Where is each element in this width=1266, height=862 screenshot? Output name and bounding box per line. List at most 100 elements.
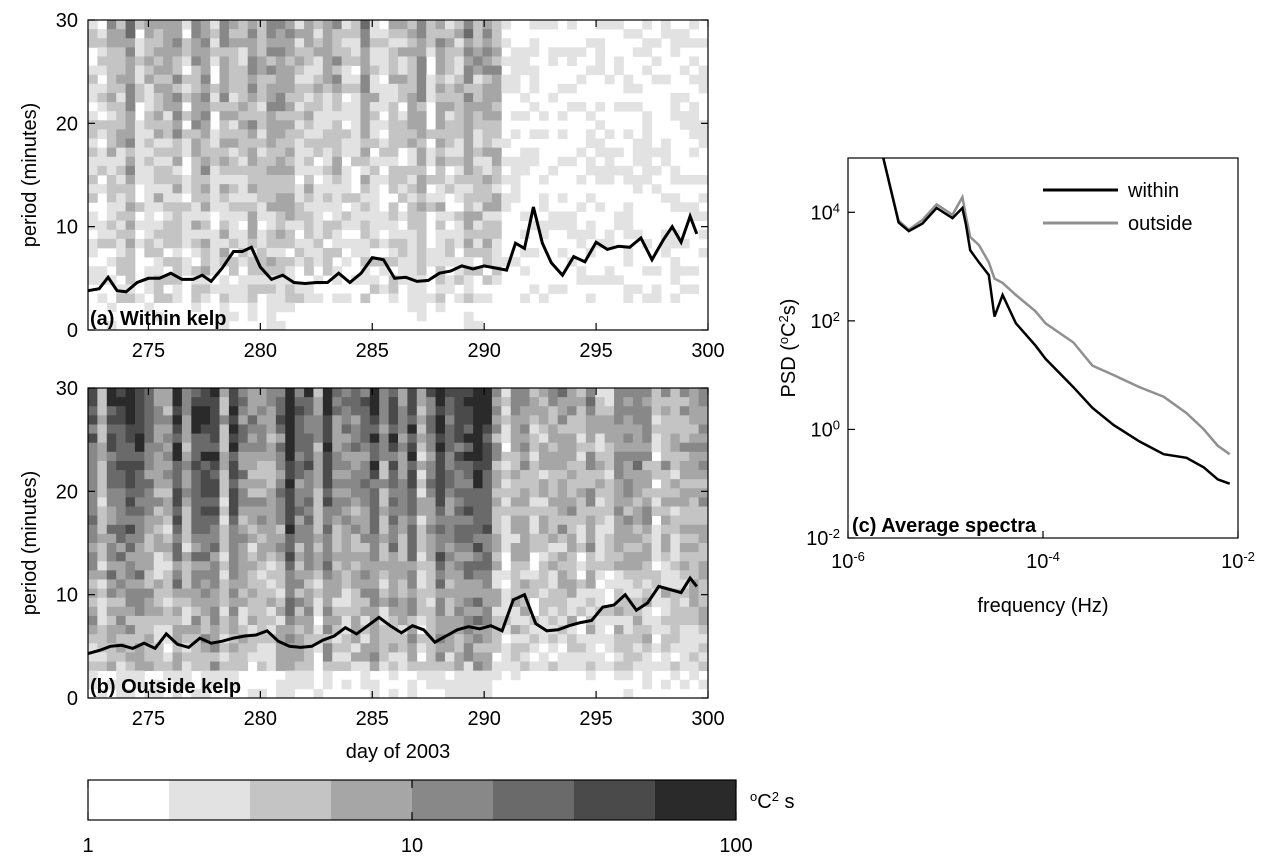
heatmap-cell xyxy=(538,615,549,626)
heatmap-cell xyxy=(134,643,145,653)
heatmap-cell xyxy=(219,397,230,407)
heatmap-cell xyxy=(116,247,126,258)
heatmap-cell xyxy=(285,652,296,662)
x-tick-label: 275 xyxy=(132,708,165,730)
heatmap-cell xyxy=(407,38,418,48)
heatmap-cell xyxy=(332,38,343,48)
heatmap-cell xyxy=(106,388,117,398)
heatmap-cell xyxy=(529,479,540,489)
heatmap-cell xyxy=(491,597,502,608)
heatmap-cell xyxy=(181,56,192,66)
heatmap-cell xyxy=(670,175,681,185)
heatmap-cell xyxy=(482,102,493,112)
heatmap-cell xyxy=(125,165,136,176)
heatmap-cell xyxy=(322,661,333,672)
heatmap-cell xyxy=(426,406,436,416)
heatmap-cell xyxy=(106,543,117,553)
heatmap-cell xyxy=(595,202,606,212)
heatmap-cell xyxy=(238,615,249,626)
heatmap-cell xyxy=(351,74,361,85)
heatmap-cell xyxy=(153,533,164,544)
heatmap-cell xyxy=(341,451,352,462)
heatmap-cell xyxy=(642,552,653,562)
heatmap-cell xyxy=(670,524,681,535)
heatmap-cell xyxy=(275,433,286,444)
heatmap-cell xyxy=(266,38,277,48)
heatmap-cell xyxy=(163,111,173,121)
heatmap-cell xyxy=(632,643,643,653)
heatmap-cell xyxy=(604,615,615,626)
heatmap-cell xyxy=(228,165,239,176)
heatmap-cell xyxy=(632,561,643,571)
heatmap-cell xyxy=(332,202,343,212)
heatmap-cell xyxy=(275,652,286,662)
heatmap-cell xyxy=(144,29,155,39)
heatmap-cell xyxy=(501,497,512,507)
heatmap-cell xyxy=(172,688,183,699)
heatmap-cell xyxy=(191,293,202,304)
heatmap-cell xyxy=(463,165,474,176)
heatmap-cell xyxy=(576,588,587,599)
heatmap-cell xyxy=(407,615,418,626)
heatmap-cell xyxy=(670,533,681,544)
heatmap-cell xyxy=(191,184,202,194)
heatmap-cell xyxy=(538,111,549,121)
heatmap-cell xyxy=(632,625,643,635)
heatmap-cell xyxy=(219,479,230,489)
heatmap-cell xyxy=(247,284,258,294)
heatmap-cell xyxy=(444,211,455,221)
heatmap-cell xyxy=(341,552,352,562)
heatmap-cell xyxy=(595,615,606,626)
heatmap-cell xyxy=(304,211,314,221)
heatmap-cell xyxy=(125,257,136,267)
heatmap-cell xyxy=(134,597,145,608)
heatmap-cell xyxy=(529,497,540,507)
panel-a-label: (a) Within kelp xyxy=(90,308,226,330)
heatmap-cell xyxy=(689,515,699,526)
heatmap-cell xyxy=(304,111,314,121)
heatmap-cell xyxy=(632,488,643,498)
heatmap-cell xyxy=(538,460,549,471)
heatmap-cell xyxy=(275,202,286,212)
heatmap-cell xyxy=(172,588,183,599)
heatmap-cell xyxy=(266,552,277,562)
heatmap-cell xyxy=(134,406,145,416)
heatmap-cell xyxy=(529,588,540,599)
heatmap-cell xyxy=(144,111,155,121)
heatmap-cell xyxy=(670,579,681,589)
heatmap-cell xyxy=(520,415,530,425)
heatmap-cell xyxy=(585,388,596,398)
heatmap-cell xyxy=(116,238,126,249)
heatmap-cell xyxy=(510,470,521,480)
heatmap-cell xyxy=(257,211,267,221)
heatmap-cell xyxy=(501,625,512,635)
heatmap-cell xyxy=(473,670,483,681)
heatmap-cell xyxy=(557,661,568,672)
heatmap-cell xyxy=(125,238,136,249)
heatmap-cell xyxy=(689,470,699,480)
heatmap-cell xyxy=(191,302,202,313)
heatmap-cell xyxy=(679,543,690,553)
heatmap-cell xyxy=(463,229,474,240)
heatmap-cell xyxy=(548,570,559,580)
heatmap-cell xyxy=(125,488,136,498)
heatmap-cell xyxy=(106,570,117,580)
heatmap-cell xyxy=(266,120,277,130)
heatmap-cell xyxy=(576,579,587,589)
heatmap-cell xyxy=(379,156,389,167)
heatmap-cell xyxy=(116,460,126,471)
heatmap-cell xyxy=(642,424,653,434)
heatmap-cell xyxy=(679,238,690,249)
heatmap-cell xyxy=(557,552,568,562)
heatmap-cell xyxy=(351,497,361,507)
heatmap-cell xyxy=(388,688,399,699)
heatmap-cell xyxy=(238,111,249,121)
heatmap-cell xyxy=(257,229,267,240)
heatmap-cell xyxy=(520,533,530,544)
heatmap-cell xyxy=(134,397,145,407)
heatmap-cell xyxy=(369,83,380,94)
heatmap-cell xyxy=(266,533,277,544)
heatmap-cell xyxy=(351,397,361,407)
heatmap-cell xyxy=(698,652,709,662)
heatmap-cell xyxy=(360,497,371,507)
